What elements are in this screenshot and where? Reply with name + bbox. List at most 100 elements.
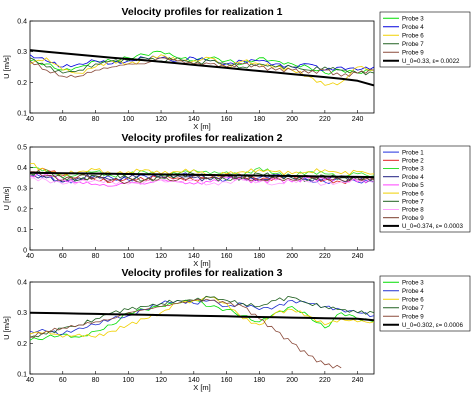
legend-box bbox=[379, 275, 471, 332]
x-tick-label: 60 bbox=[59, 377, 67, 384]
plot-area bbox=[29, 146, 375, 251]
series-line-2 bbox=[30, 54, 374, 71]
x-tick-label: 220 bbox=[319, 116, 331, 123]
x-tick-label: 200 bbox=[286, 253, 298, 260]
x-axis-label: X [m] bbox=[193, 259, 211, 268]
y-tick-label: 0.4 bbox=[17, 280, 27, 287]
x-tick-label: 120 bbox=[155, 377, 167, 384]
legend-entry-label: Probe 9 bbox=[402, 313, 424, 320]
plot-area bbox=[29, 281, 375, 375]
legend-entry-label: Probe 7 bbox=[402, 199, 424, 206]
y-tick-label: 0 bbox=[23, 248, 27, 255]
legend-box bbox=[379, 11, 471, 68]
x-tick-label: 160 bbox=[221, 116, 233, 123]
x-tick-label: 200 bbox=[286, 116, 298, 123]
series-line-6 bbox=[30, 49, 374, 87]
series-line-1 bbox=[30, 299, 374, 341]
series-line-4 bbox=[30, 57, 374, 76]
x-tick-label: 220 bbox=[319, 253, 331, 260]
y-tick-label: 0.3 bbox=[17, 186, 27, 193]
y-tick-label: 0.3 bbox=[17, 49, 27, 56]
y-tick-label: 0.3 bbox=[17, 310, 27, 317]
x-axis-label: X [m] bbox=[193, 383, 211, 392]
chart-title: Velocity profiles for realization 2 bbox=[121, 132, 282, 144]
chart-panel-2: Velocity profiles for realization 2 40 60 8… bbox=[2, 132, 471, 268]
legend-entry-label: Probe 7 bbox=[402, 41, 424, 48]
x-tick-label: 240 bbox=[352, 377, 364, 384]
legend-entry-label: U_0=0.374, ε= 0.0003 bbox=[402, 223, 463, 230]
y-tick-label: 0.4 bbox=[17, 165, 27, 172]
x-tick-label: 60 bbox=[59, 116, 67, 123]
series-line-5 bbox=[30, 298, 342, 369]
legend-entry-label: U_0=0.33, ε= 0.0022 bbox=[402, 58, 460, 65]
x-tick-label: 220 bbox=[319, 377, 331, 384]
legend-entry-label: Probe 9 bbox=[402, 49, 424, 56]
y-tick-label: 0.1 bbox=[17, 111, 27, 118]
series-line-6 bbox=[30, 163, 374, 178]
series-line-9 bbox=[30, 171, 374, 185]
series-line-3 bbox=[30, 296, 374, 338]
legend-entry-label: Probe 4 bbox=[402, 174, 424, 181]
x-tick-label: 120 bbox=[155, 253, 167, 260]
plot-area bbox=[29, 20, 375, 114]
x-tick-label: 80 bbox=[92, 116, 100, 123]
x-tick-label: 40 bbox=[26, 377, 34, 384]
x-tick-label: 240 bbox=[352, 253, 364, 260]
legend-entry-label: Probe 6 bbox=[402, 190, 424, 197]
legend-entry-label: Probe 3 bbox=[402, 279, 424, 286]
legend-entry-label: Probe 5 bbox=[402, 182, 424, 189]
legend-entry-label: Probe 6 bbox=[402, 296, 424, 303]
x-tick-label: 140 bbox=[188, 377, 200, 384]
y-tick-label: 0.2 bbox=[17, 341, 27, 348]
y-tick-label: 0.4 bbox=[17, 19, 27, 26]
x-tick-label: 40 bbox=[26, 116, 34, 123]
series-line-4 bbox=[30, 295, 374, 338]
x-tick-label: 180 bbox=[253, 253, 265, 260]
x-tick-label: 200 bbox=[286, 377, 298, 384]
series-line-7 bbox=[30, 170, 374, 182]
series-line-3 bbox=[30, 54, 374, 86]
y-axis-label: U [m/s] bbox=[2, 316, 11, 340]
x-tick-label: 100 bbox=[122, 253, 134, 260]
legend-entry-label: Probe 9 bbox=[402, 215, 424, 222]
x-tick-label: 240 bbox=[352, 116, 364, 123]
legend-entry-label: Probe 7 bbox=[402, 305, 424, 312]
x-tick-label: 180 bbox=[253, 377, 265, 384]
series-group bbox=[30, 163, 374, 187]
y-tick-label: 0.1 bbox=[17, 227, 27, 234]
x-tick-label: 140 bbox=[188, 116, 200, 123]
y-tick-label: 0.2 bbox=[17, 80, 27, 87]
series-line-6 bbox=[30, 311, 374, 322]
x-tick-label: 80 bbox=[92, 253, 100, 260]
legend-entry-label: Probe 4 bbox=[402, 288, 424, 295]
legend-entry-label: Probe 3 bbox=[402, 166, 424, 173]
legend-entry-label: Probe 3 bbox=[402, 15, 424, 22]
legend-box bbox=[379, 145, 471, 233]
series-line-10 bbox=[30, 171, 374, 179]
chart-panel-1: Velocity profiles for realization 1 40 60 8… bbox=[2, 6, 471, 131]
y-tick-label: 0.2 bbox=[17, 206, 27, 213]
series-line-8 bbox=[30, 177, 374, 186]
x-tick-label: 140 bbox=[188, 253, 200, 260]
y-axis-label: U [m/s] bbox=[2, 55, 11, 79]
x-tick-label: 160 bbox=[221, 377, 233, 384]
series-group bbox=[30, 49, 374, 87]
legend-entry-label: Probe 6 bbox=[402, 32, 424, 39]
x-tick-label: 120 bbox=[155, 116, 167, 123]
y-axis-label: U [m/s] bbox=[2, 187, 11, 211]
chart-title: Velocity profiles for realization 1 bbox=[121, 6, 282, 18]
series-group bbox=[30, 295, 374, 369]
x-tick-label: 100 bbox=[122, 116, 134, 123]
y-tick-label: 0.1 bbox=[17, 372, 27, 379]
chart-title: Velocity profiles for realization 3 bbox=[121, 267, 282, 279]
legend-entry-label: Probe 4 bbox=[402, 24, 424, 31]
legend-entry-label: Probe 1 bbox=[402, 149, 424, 156]
x-axis-label: X [m] bbox=[193, 122, 211, 131]
x-tick-label: 60 bbox=[59, 253, 67, 260]
legend-entry-label: U_0=0.302, ε= 0.0006 bbox=[402, 322, 463, 329]
legend-entry-label: Probe 2 bbox=[402, 158, 424, 165]
